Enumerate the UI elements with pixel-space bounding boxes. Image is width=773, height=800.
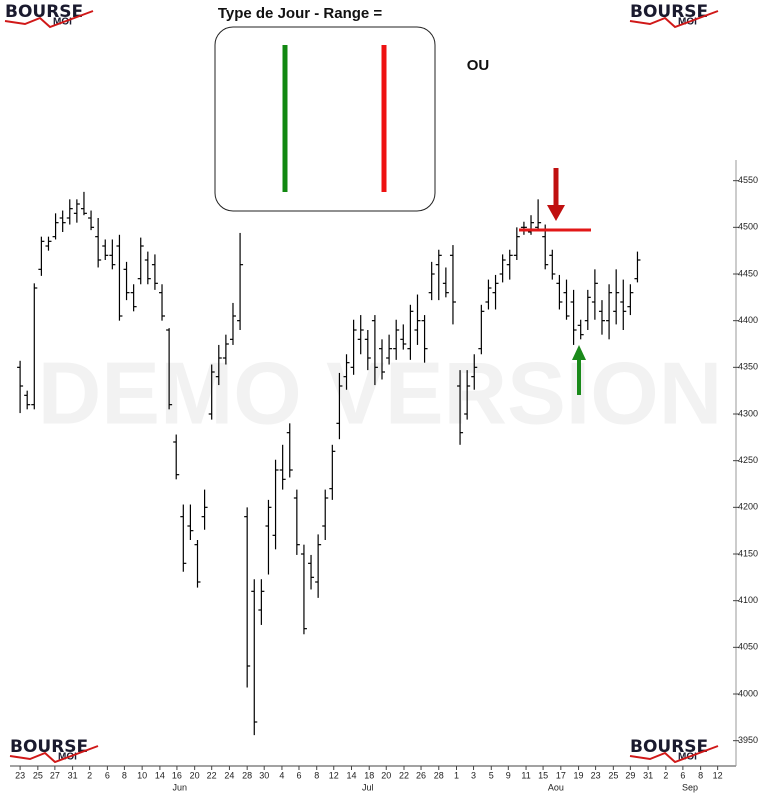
x-tick-label: 14 <box>346 770 356 780</box>
x-tick-label: 2 <box>87 770 92 780</box>
y-tick-label: 4400 <box>738 315 758 325</box>
x-tick-label: 19 <box>574 770 584 780</box>
month-label: Jul <box>362 782 374 792</box>
logo-main: BOURSE <box>630 2 708 22</box>
y-tick-label: 4000 <box>738 688 758 698</box>
annotation: OU <box>467 57 490 74</box>
x-tick-label: 17 <box>556 770 566 780</box>
y-tick-label: 3950 <box>738 735 758 745</box>
x-tick-label: 18 <box>364 770 374 780</box>
x-tick-label: 9 <box>506 770 511 780</box>
x-tick-label: 5 <box>489 770 494 780</box>
x-tick-label: 26 <box>416 770 426 780</box>
x-tick-label: 8 <box>122 770 127 780</box>
x-tick-label: 2 <box>663 770 668 780</box>
x-tick-label: 22 <box>399 770 409 780</box>
logo-arrow <box>9 745 99 764</box>
up-arrow-head <box>572 345 586 360</box>
x-tick-label: 1 <box>454 770 459 780</box>
watermark: DEMO VERSION <box>38 343 723 442</box>
month-label: Aou <box>548 782 564 792</box>
y-tick-label: 4550 <box>738 175 758 185</box>
x-tick-label: 31 <box>643 770 653 780</box>
x-tick-label: 20 <box>381 770 391 780</box>
logo-main: BOURSE <box>630 737 708 757</box>
y-tick-label: 4350 <box>738 362 758 372</box>
y-tick-label: 4100 <box>738 595 758 605</box>
month-label: Jun <box>173 782 188 792</box>
x-tick-label: 22 <box>207 770 217 780</box>
x-tick-label: 8 <box>698 770 703 780</box>
y-tick-label: 4500 <box>738 222 758 232</box>
x-tick-label: 10 <box>137 770 147 780</box>
x-tick-label: 29 <box>625 770 635 780</box>
x-tick-label: 23 <box>15 770 25 780</box>
y-tick-label: 4300 <box>738 408 758 418</box>
y-tick-label: 4150 <box>738 548 758 558</box>
x-tick-label: 11 <box>521 770 530 780</box>
x-tick-label: 25 <box>33 770 43 780</box>
logo-arrow <box>629 745 719 764</box>
logo-main: BOURSE <box>5 2 83 22</box>
x-tick-label: 30 <box>259 770 269 780</box>
x-tick-label: 23 <box>591 770 601 780</box>
y-tick-label: 4200 <box>738 502 758 512</box>
chart-title: Type de Jour - Range = <box>218 5 383 22</box>
x-tick-label: 20 <box>190 770 200 780</box>
x-tick-label: 6 <box>105 770 110 780</box>
x-tick-label: 15 <box>538 770 548 780</box>
x-tick-label: 6 <box>680 770 685 780</box>
x-tick-label: 24 <box>224 770 234 780</box>
x-tick-label: 12 <box>329 770 339 780</box>
x-tick-label: 31 <box>68 770 78 780</box>
x-tick-label: 25 <box>608 770 618 780</box>
x-tick-label: 6 <box>296 770 301 780</box>
down-arrow-head <box>547 205 565 221</box>
month-label: Sep <box>682 782 698 792</box>
x-tick-label: 12 <box>713 770 723 780</box>
x-tick-label: 28 <box>434 770 444 780</box>
x-tick-label: 27 <box>50 770 60 780</box>
x-tick-label: 16 <box>172 770 182 780</box>
x-tick-label: 3 <box>471 770 476 780</box>
y-tick-label: 4050 <box>738 642 758 652</box>
x-tick-label: 8 <box>314 770 319 780</box>
y-tick-label: 4250 <box>738 455 758 465</box>
legend-box <box>214 26 436 212</box>
x-tick-label: 4 <box>279 770 284 780</box>
x-tick-label: 14 <box>155 770 165 780</box>
logo-main: BOURSE <box>10 737 88 757</box>
logo-arrow <box>629 10 719 29</box>
logo-arrow <box>4 10 94 29</box>
y-tick-label: 4450 <box>738 268 758 278</box>
x-tick-label: 28 <box>242 770 252 780</box>
